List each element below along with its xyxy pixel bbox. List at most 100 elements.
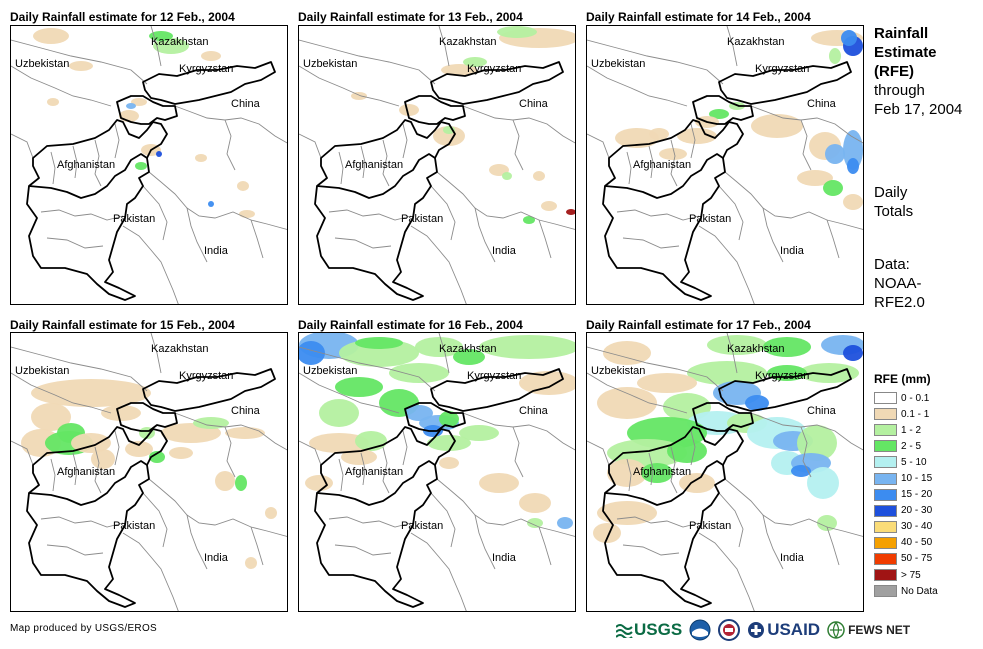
legend-swatch <box>874 585 897 598</box>
rainfall-patch <box>131 98 147 106</box>
rainfall-layer <box>33 28 255 218</box>
usaid-seal-icon <box>748 622 765 638</box>
rainfall-patch <box>527 518 543 528</box>
legend-label: > 75 <box>901 569 921 581</box>
dhs-seal-icon <box>718 619 741 641</box>
label-afghanistan: Afghanistan <box>57 159 115 171</box>
admin-boundary-line <box>94 446 102 494</box>
legend-label: No Data <box>901 585 938 597</box>
admin-boundary-line <box>670 139 678 187</box>
label-india: India <box>204 245 229 257</box>
afghanistan-pakistan-outline <box>26 426 168 608</box>
panel-title-5: Daily Rainfall estimate for 16 Feb., 200… <box>298 318 523 332</box>
admin-boundary-line <box>430 492 456 548</box>
admin-boundary-line <box>299 39 436 85</box>
rainfall-map-12-feb: Kazakhstan Uzbekistan Kyrgyzstan China Afgha… <box>10 25 288 305</box>
admin-boundary-line <box>122 532 179 611</box>
rainfall-patch <box>641 463 673 483</box>
country-outlines <box>602 61 852 301</box>
rainfall-patch <box>309 433 369 453</box>
afghanistan-pakistan-outline <box>602 119 744 301</box>
legend-label: 40 - 50 <box>901 537 933 549</box>
panel-title-6: Daily Rainfall estimate for 17 Feb., 200… <box>586 318 811 332</box>
legend-item: 2 - 5 <box>874 438 938 454</box>
legend-label: 20 - 30 <box>901 505 933 517</box>
admin-boundary-line <box>40 516 124 528</box>
rainfall-patch <box>208 201 214 207</box>
admin-boundary-line <box>800 426 812 478</box>
rainfall-patch <box>235 475 247 491</box>
rainfall-patch <box>135 162 147 170</box>
tajikistan-outline <box>404 402 466 432</box>
admin-boundary-line <box>50 151 56 185</box>
admin-boundary-line <box>382 446 390 494</box>
rainfall-patch <box>31 379 151 407</box>
rainfall-patch <box>659 148 687 160</box>
rainfall-patch <box>797 170 833 186</box>
admin-boundary-line <box>462 105 575 144</box>
admin-boundary-line <box>648 452 654 486</box>
map-canvas: Kazakhstan Uzbekistan Kyrgyzstan China Afgha… <box>11 333 287 611</box>
afghanistan-pakistan-outline <box>26 119 168 301</box>
admin-boundary-line <box>224 119 236 171</box>
logo-strip: USGS USAID FEWS NET <box>616 619 910 641</box>
admin-boundary-line <box>328 516 412 528</box>
usgs-wave-icon <box>616 624 633 638</box>
rainfall-patch <box>677 128 717 144</box>
admin-boundary-line <box>334 237 392 249</box>
admin-boundary-line <box>698 225 755 304</box>
kyrgyzstan-outline <box>142 61 276 105</box>
rainfall-patch <box>497 26 537 38</box>
side-data-source: Data: NOAA- RFE2.0 <box>874 255 925 312</box>
usaid-wordmark: USAID <box>767 620 821 639</box>
admin-boundary-line <box>148 171 287 230</box>
rainfall-patch <box>169 447 193 459</box>
admin-boundary-line <box>826 526 840 566</box>
legend-item: 50 - 75 <box>874 551 938 567</box>
rainfall-patch <box>797 425 837 461</box>
rainfall-patch <box>745 395 769 411</box>
rainfall-patch <box>153 38 189 54</box>
rainfall-patch <box>597 501 657 525</box>
country-outlines <box>602 368 852 608</box>
admin-boundary-line <box>718 492 744 548</box>
admin-boundary-line <box>94 139 102 187</box>
map-credit: Map produced by USGS/EROS <box>10 623 158 634</box>
label-uzbekistan: Uzbekistan <box>591 58 645 70</box>
admin-boundary-line <box>299 133 322 159</box>
rainfall-patch <box>707 335 767 355</box>
admin-boundary-line <box>40 209 124 221</box>
admin-boundary-line <box>750 412 863 451</box>
legend-title: RFE (mm) <box>874 372 931 386</box>
country-outlines <box>26 61 276 301</box>
admin-boundary-line <box>50 458 56 492</box>
admin-boundary-line <box>338 151 344 185</box>
admin-boundary-line <box>11 372 112 414</box>
tajikistan-outline <box>116 95 178 125</box>
admin-boundary-line <box>402 430 408 466</box>
tajikistan-outline <box>404 95 466 125</box>
legend-swatch <box>874 552 897 565</box>
admin-boundary-line <box>299 372 400 414</box>
legend-item: 0 - 0.1 <box>874 390 938 406</box>
legend: 0 - 0.1 0.1 - 1 1 - 2 2 - 5 5 - 10 10 - 15 15 … <box>874 390 938 599</box>
label-kyrgyzstan: Kyrgyzstan <box>755 370 809 382</box>
admin-boundary-line <box>538 219 552 259</box>
label-china: China <box>231 405 261 417</box>
label-india: India <box>780 245 805 257</box>
tajikistan-outline <box>692 95 754 125</box>
rainfall-patch <box>119 110 139 122</box>
admin-boundary-line <box>11 346 148 392</box>
legend-swatch <box>874 504 897 517</box>
rainfall-patch <box>823 180 843 196</box>
admin-boundary-line <box>438 333 450 374</box>
kyrgyzstan-outline <box>718 61 852 105</box>
admin-boundary-line <box>587 372 688 414</box>
side-totals-label: Totals <box>874 203 914 220</box>
side-through: through Feb 17, 2004 <box>874 81 962 119</box>
rainfall-patch <box>433 126 465 146</box>
legend-item: 40 - 50 <box>874 535 938 551</box>
label-pakistan: Pakistan <box>689 520 731 532</box>
rainfall-layer <box>593 335 863 543</box>
admin-boundaries <box>587 26 863 304</box>
